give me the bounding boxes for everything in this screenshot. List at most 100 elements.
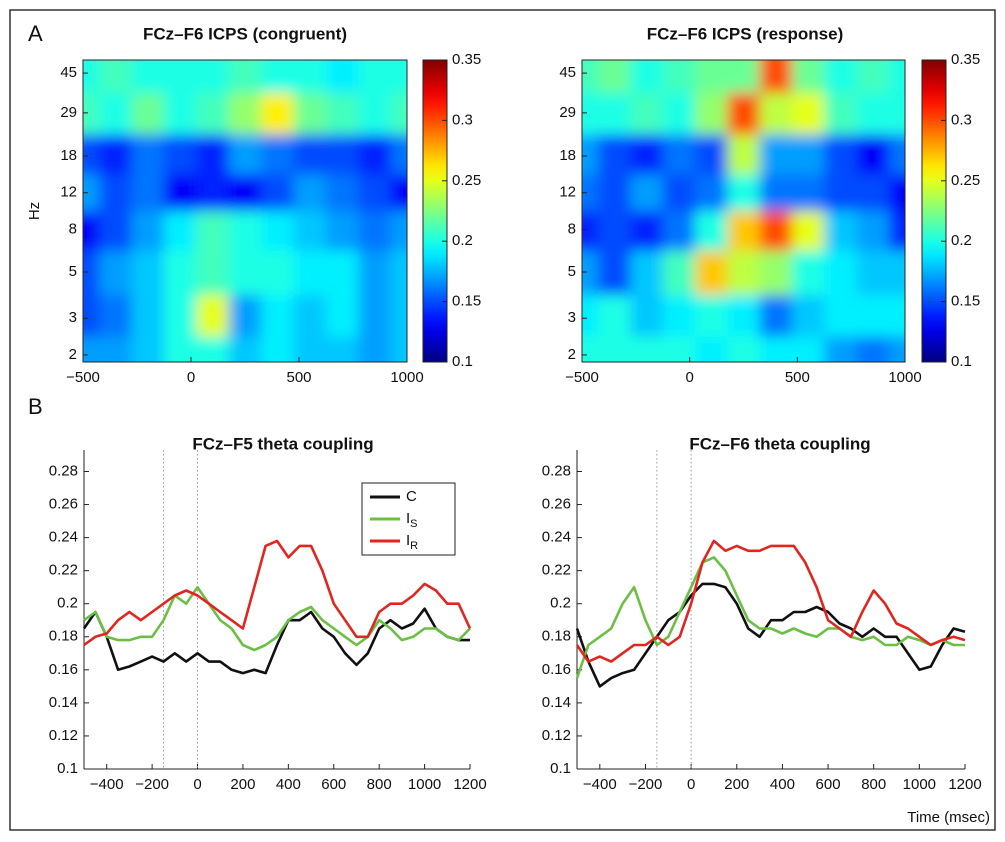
heatmap-cell [695, 134, 728, 175]
x-tick-label: 500 [785, 369, 810, 386]
heatmap-cell [598, 250, 631, 296]
colorbar-tick-label: 0.15 [452, 293, 481, 310]
heatmap-cell [888, 60, 905, 94]
y-tick-label: 0.28 [542, 462, 571, 479]
heatmap-cell [390, 250, 407, 296]
heatmap-cell [293, 60, 327, 94]
x-tick-label: 1200 [453, 776, 486, 793]
heatmap-cell [856, 211, 890, 252]
colorbar-tick-label: 0.35 [951, 51, 980, 68]
x-tick-label: 0 [187, 369, 195, 386]
heatmap-cell [358, 211, 392, 252]
heatmap-cell [326, 60, 359, 94]
heatmap-cell [727, 134, 761, 175]
heatmap-cell [856, 92, 890, 135]
x-tick-label: −400 [90, 776, 124, 793]
heatmap-cell [727, 250, 761, 296]
heatmap-cell [261, 250, 295, 296]
chart-title: FCz–F6 ICPS (congruent) [143, 24, 347, 43]
series-line [575, 539, 966, 663]
legend-name: I [406, 532, 410, 549]
y-tick-label: 18 [60, 147, 77, 164]
heatmap-cell [582, 250, 599, 296]
heatmap-cell [228, 60, 262, 94]
heatmap-cell [196, 211, 230, 252]
heatmap-cell [695, 250, 728, 296]
heatmap-cell [261, 295, 295, 338]
chart-title: FCz–F6 theta coupling [689, 434, 870, 453]
y-tick-label: 0.18 [542, 628, 571, 645]
x-tick-label: −500 [565, 369, 599, 386]
x-tick-label: −200 [629, 776, 663, 793]
heatmap-cell [83, 60, 100, 94]
heatmap-cell [856, 336, 890, 362]
y-tick-label: 0.18 [49, 628, 78, 645]
colorbar-tick-label: 0.1 [452, 353, 473, 370]
y-tick-label: 0.1 [550, 760, 571, 777]
heatmap-cell [228, 336, 262, 362]
heatmap-cell [390, 60, 407, 94]
panel-label: A [28, 21, 43, 46]
y-tick-label: 29 [60, 104, 77, 121]
panel-label: B [28, 394, 43, 419]
y-tick-label: 5 [568, 263, 576, 280]
y-tick-label: 0.2 [57, 595, 78, 612]
heatmap-cell [131, 92, 165, 135]
heatmap-cell [582, 336, 599, 362]
heatmap-cell [888, 250, 905, 296]
y-tick-label: 0.12 [49, 727, 78, 744]
heatmap-cell [662, 250, 696, 296]
y-tick-label: 0.14 [542, 694, 571, 711]
heatmap-cell [228, 250, 262, 296]
heatmap-cell [856, 60, 890, 94]
x-tick-label: 1000 [390, 369, 423, 386]
heatmap-cell [598, 134, 631, 175]
heatmap-cell [791, 211, 825, 252]
heatmap-cell [99, 92, 133, 135]
heatmap-cell [856, 295, 890, 338]
heatmap-cell [99, 250, 133, 296]
y-tick-label: 18 [559, 147, 576, 164]
heatmap-cell [164, 92, 197, 135]
heatmap-cell [759, 134, 793, 175]
heatmap-cell [131, 211, 165, 252]
x-tick-label: 0 [193, 776, 201, 793]
y-tick-label: 0.2 [550, 595, 571, 612]
y-tick-label: 12 [559, 184, 576, 201]
heatmap-cell [824, 60, 858, 94]
heatmap-cell [791, 60, 825, 94]
y-tick-label: 2 [69, 346, 77, 363]
heatmap-cell [598, 60, 631, 94]
x-tick-label: 200 [724, 776, 749, 793]
heatmap-cell [598, 336, 631, 362]
heatmap-cell [293, 211, 327, 252]
heatmap-cell [630, 92, 664, 135]
y-tick-label: 0.26 [49, 496, 78, 513]
colorbar-tick-label: 0.15 [951, 293, 980, 310]
heatmap-cell [759, 250, 793, 296]
heatmap-cell [326, 250, 359, 296]
heatmap-cell [759, 211, 793, 252]
heatmap-cell [598, 92, 631, 135]
heatmap-cell [261, 174, 295, 212]
heatmap-cell [856, 174, 890, 212]
heatmap-cell [582, 174, 599, 212]
heatmap-cell [131, 60, 165, 94]
heatmap-cell [358, 295, 392, 338]
heatmap-cell [196, 336, 230, 362]
x-tick-label: 0 [687, 776, 695, 793]
heatmap-cell [824, 134, 858, 175]
heatmap-cell [695, 336, 728, 362]
legend-label: IR [406, 532, 418, 552]
heatmap-cell [759, 174, 793, 212]
heatmap-cell [293, 250, 327, 296]
y-axis-label: Hz [26, 202, 43, 220]
x-tick-label: 1000 [408, 776, 441, 793]
y-tick-label: 12 [60, 184, 77, 201]
heatmap-cell [390, 211, 407, 252]
heatmap-cell [390, 92, 407, 135]
y-tick-label: 45 [559, 64, 576, 81]
y-tick-label: 0.26 [542, 496, 571, 513]
legend-name: C [406, 488, 417, 505]
heatmap-cell [131, 250, 165, 296]
